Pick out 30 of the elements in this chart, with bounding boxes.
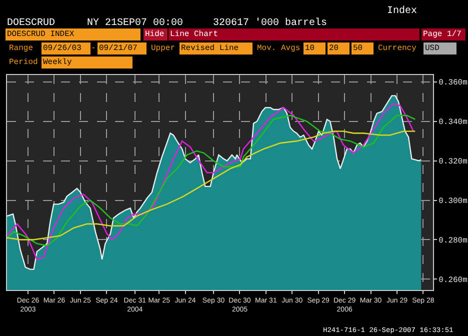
- text: Weekly: [43, 58, 72, 67]
- line-series: [7, 114, 416, 246]
- text: Range: [9, 44, 34, 53]
- y-tick-label: 0.280m: [438, 236, 468, 246]
- text: Hide: [145, 30, 164, 39]
- text: 09/26/03: [43, 44, 82, 53]
- y-tick-label: 0.320m: [438, 158, 468, 167]
- text: -: [91, 44, 96, 53]
- line-series: [7, 102, 414, 260]
- y-tick-label: 0.260m: [438, 276, 468, 285]
- text: Revised Line: [181, 44, 239, 53]
- text: Upper: [151, 44, 176, 53]
- y-tick-label: 0.300m: [438, 197, 468, 206]
- text: Mov. Avgs: [257, 44, 300, 53]
- text: 10: [305, 44, 315, 53]
- text: Page 1/7: [423, 30, 462, 39]
- text: Index: [387, 5, 418, 17]
- line-series: [7, 130, 416, 240]
- text: Line Chart: [170, 30, 218, 39]
- chart-title: DOESCRUD: [7, 18, 56, 29]
- text: Currency: [378, 44, 417, 53]
- text: 09/21/07: [99, 44, 138, 53]
- y-tick-label: 0.340m: [438, 118, 468, 128]
- text: Period: [9, 58, 38, 67]
- chart-subtitle: NY 21SEP07 00:00 320617 '000 barrels: [87, 17, 328, 29]
- y-tick-label: 0.360m: [438, 78, 468, 88]
- text: 20: [329, 44, 339, 53]
- text: USD: [425, 44, 440, 53]
- text: 50: [353, 44, 363, 53]
- text: DOESCRUD INDEX: [7, 30, 74, 39]
